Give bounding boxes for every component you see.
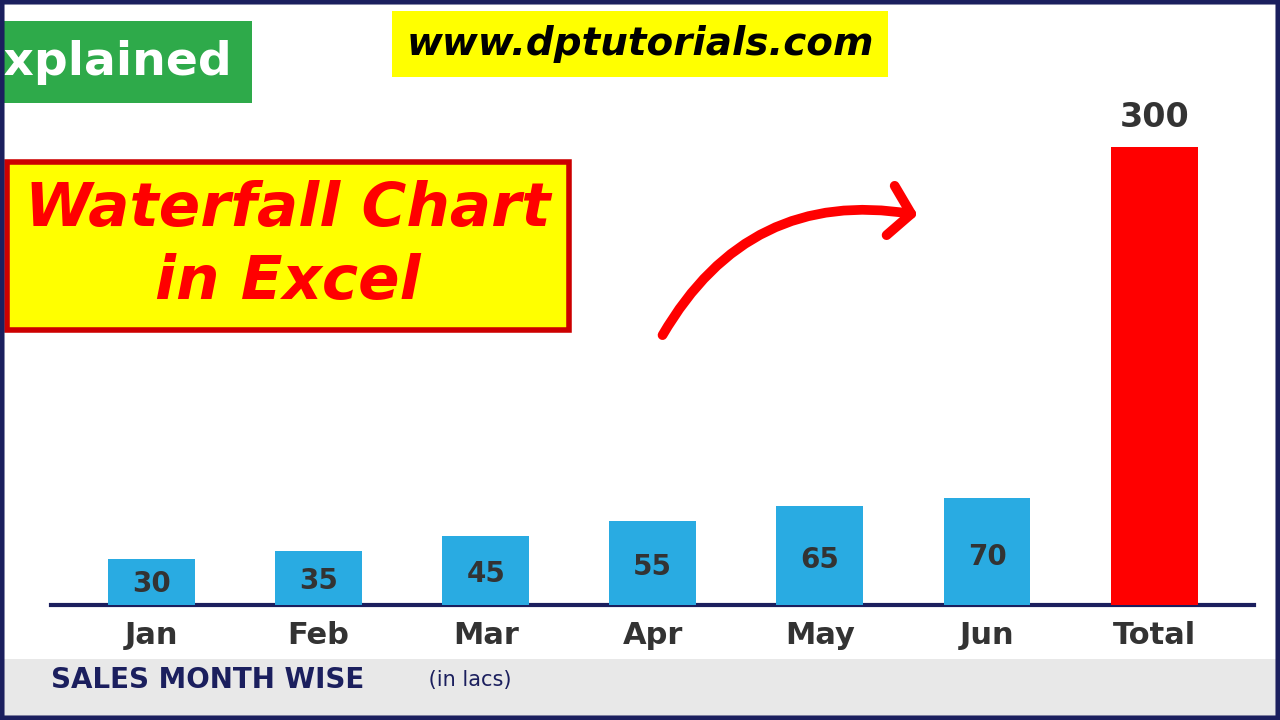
Text: SALES MONTH WISE: SALES MONTH WISE [51, 667, 365, 694]
Text: 65: 65 [800, 546, 840, 574]
Bar [943, 498, 1030, 605]
Text: www.dptutorials.com: www.dptutorials.com [406, 25, 874, 63]
Bar [777, 505, 864, 605]
FancyArrowPatch shape [663, 186, 911, 335]
Bar [443, 536, 529, 605]
Text: 70: 70 [968, 543, 1006, 571]
Bar [108, 559, 195, 605]
Text: 55: 55 [634, 553, 672, 581]
Bar [275, 552, 362, 605]
Bar [609, 521, 696, 605]
Text: Explained: Explained [0, 40, 233, 85]
Text: 35: 35 [300, 567, 338, 595]
Text: 30: 30 [132, 570, 170, 598]
Text: Waterfall Chart
in Excel: Waterfall Chart in Excel [26, 180, 550, 312]
Text: 45: 45 [466, 560, 506, 588]
Text: (in lacs): (in lacs) [422, 670, 512, 690]
Bar [1111, 147, 1198, 605]
Text: 300: 300 [1119, 102, 1189, 135]
